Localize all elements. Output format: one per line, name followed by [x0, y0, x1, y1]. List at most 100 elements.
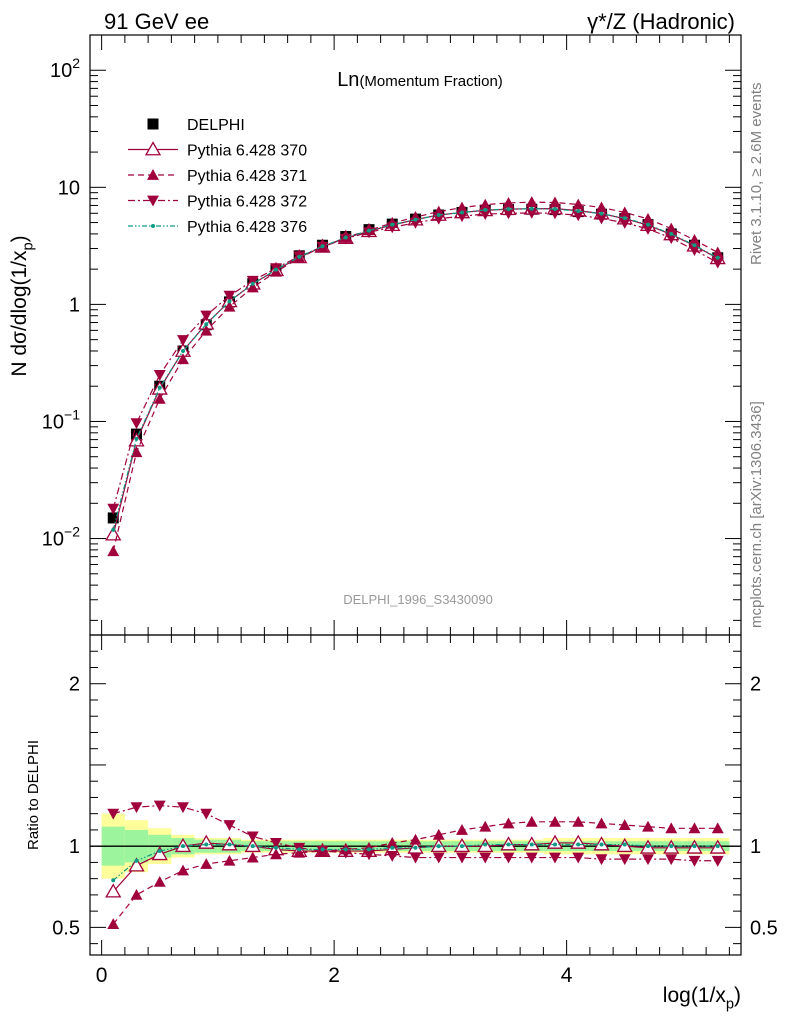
series-p372-point [711, 257, 724, 269]
x-tick-label: 0 [96, 964, 108, 987]
series-p371-point [200, 324, 213, 336]
series-p372-point [572, 210, 585, 222]
series-p372-ratio-point [316, 846, 329, 857]
series-p372-ratio-point [618, 854, 631, 866]
series-p376-point [134, 436, 139, 441]
plot-title: Ln(Momentum Fraction) [337, 69, 503, 91]
series-p371-ratio-point [456, 823, 468, 835]
series-p371-ratio-point [107, 918, 120, 930]
series-p376-point [343, 235, 348, 240]
series-p372-point [525, 208, 538, 219]
series-p376-ratio-point [692, 844, 697, 849]
series-p371-ratio-point [270, 848, 282, 860]
series-p372-ratio-point [479, 852, 492, 864]
series-p371-ratio-point [688, 822, 701, 834]
series-p372-ratio-point [642, 854, 654, 866]
y-tick-label-bottom: 0.5 [52, 917, 80, 939]
series-p372-ratio-point [456, 852, 468, 864]
series-p376-ratio-point [320, 847, 325, 852]
series-p372-ratio-point [549, 852, 561, 864]
series-p376-point [181, 348, 185, 353]
series-p376-ratio-point [669, 844, 674, 849]
series-p376-ratio-point [715, 844, 720, 849]
series-p376-point [204, 322, 209, 327]
series-p371-point [642, 212, 654, 224]
legend-marker [147, 118, 159, 130]
header-right: γ*/Z (Hadronic) [587, 9, 735, 34]
series-p371-ratio-point [246, 851, 259, 863]
legend-item-p372: Pythia 6.428 372 [128, 194, 307, 211]
series-p372-ratio-point [688, 855, 701, 867]
series-p372-ratio-point [153, 800, 166, 812]
y-tick-label-top: 102 [50, 55, 80, 82]
series-p371-ratio-point [409, 833, 422, 845]
series-p371-ratio-point [595, 817, 608, 829]
series-p371-point [246, 281, 259, 293]
series-p376-ratio-point [204, 842, 209, 847]
series-p371-ratio-point [153, 875, 166, 887]
bottom-frame [89, 634, 742, 956]
legend-item-p376: Pythia 6.428 376 [128, 219, 307, 236]
series-p372-point [130, 418, 143, 430]
series-p376-point [297, 254, 302, 259]
series-p370-ratio-point [105, 883, 122, 898]
y-tick-label-bottom-right: 0.5 [750, 917, 778, 939]
series-p376-ratio-point [111, 878, 116, 883]
series-p371-ratio-point [665, 822, 678, 834]
series-p371-ratio-point [618, 819, 631, 830]
header-left: 91 GeV ee [104, 9, 209, 34]
series-p372-ratio-point [200, 808, 213, 820]
series-p372-point [200, 310, 213, 322]
y-tick-label-top: 1 [69, 294, 80, 316]
y-tick-label-bottom: 2 [69, 674, 80, 696]
series-p376-point [436, 213, 441, 218]
series-p371-ratio-point [711, 822, 724, 834]
series-p371-point [456, 201, 468, 213]
axes: 0 2 4 10−2 10−1 1 10 102 0.5 0.5 1 1 2 2 [42, 34, 778, 987]
series-p372-point [479, 209, 492, 221]
series-p372-ratio-point [339, 847, 352, 859]
series-p376-ratio-point [134, 858, 139, 863]
series-p376-ratio-point [274, 845, 278, 850]
series-p371-point [223, 300, 236, 312]
legend-item-data: DELPHI [147, 117, 245, 134]
series-p371-point [525, 196, 538, 208]
series-p376-point [157, 385, 162, 390]
y-tick-label-bottom-right: 2 [750, 674, 761, 696]
data-point-delphi [107, 512, 119, 524]
series-p371-point [595, 201, 608, 213]
series-p376-point [250, 281, 255, 286]
series-p376-ratio-point [483, 842, 488, 847]
series-p371-ratio-point [432, 828, 445, 840]
series-p372-ratio-point [223, 820, 236, 832]
y-tick-label-bottom: 1 [69, 836, 80, 858]
y-tick-label-top: 10−1 [42, 406, 80, 433]
series-p371-ratio-point [386, 836, 399, 848]
series-p372-point [642, 223, 654, 235]
legend-marker [147, 169, 159, 180]
series-p376-ratio-point [506, 842, 511, 847]
series-p376-ratio-point [436, 844, 441, 849]
series-p376-point [669, 231, 674, 236]
series-p372-ratio-point [502, 852, 515, 864]
series-p371-point [665, 222, 678, 234]
legend-label: Pythia 6.428 376 [187, 219, 307, 236]
legend-marker [144, 141, 162, 156]
series-p376-point [506, 207, 511, 212]
series-p372-ratio-point [432, 852, 445, 864]
legend-label: Pythia 6.428 370 [187, 143, 307, 160]
y-axis-label-bottom: Ratio to DELPHI [25, 740, 42, 850]
y-axis-label-top: N dσ/dlog(1/xp) [8, 235, 36, 376]
series-p376-point [576, 209, 581, 214]
series-p376-ratio-point [553, 842, 557, 847]
series-p376-point [483, 207, 488, 212]
series-p371-ratio-point [525, 815, 538, 827]
x-tick-label: 2 [328, 964, 340, 987]
series-p376-point [622, 216, 627, 221]
y-tick-label-top: 10 [58, 177, 80, 199]
series-p371-point [572, 198, 585, 210]
series-p371-point [153, 392, 166, 404]
series-p372-point [107, 503, 120, 515]
series-p371-point [177, 353, 189, 365]
series-p371-ratio-point [130, 888, 143, 900]
